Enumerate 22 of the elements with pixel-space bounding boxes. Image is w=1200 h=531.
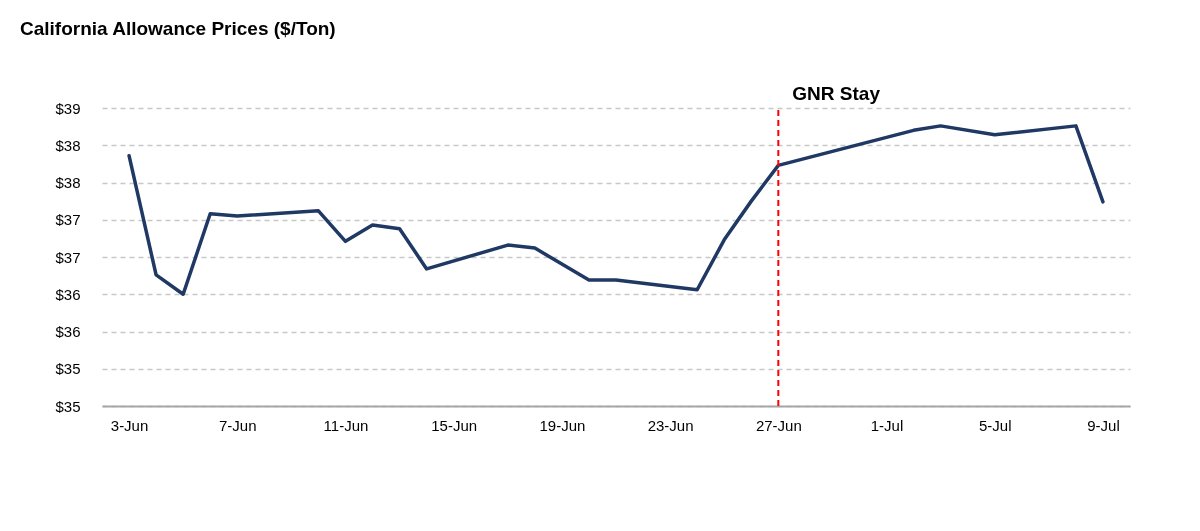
x-tick-label: 3-Jun [110, 416, 149, 434]
x-tick-label: 1-Jul [870, 416, 904, 434]
y-tick-label: $36 [55, 285, 81, 303]
y-tick-label: $37 [55, 211, 81, 229]
x-tick-label: 5-Jul [978, 416, 1012, 434]
chart-title: California Allowance Prices ($/Ton) [20, 18, 336, 39]
x-tick-label: 27-Jun [755, 416, 802, 434]
x-tick-label: 9-Jul [1087, 416, 1120, 434]
y-tick-label: $35 [55, 360, 81, 378]
y-tick-label: $38 [55, 136, 81, 154]
x-tick-label: 7-Jun [219, 416, 257, 434]
y-tick-label: $39 [55, 99, 81, 117]
x-tick-label: 19-Jun [539, 416, 586, 434]
y-tick-label: $38 [55, 174, 81, 191]
y-tick-label: $36 [55, 323, 81, 340]
ref-line-label: GNR Stay [792, 83, 881, 104]
y-tick-label: $37 [55, 248, 81, 266]
x-tick-label: 15-Jun [431, 416, 478, 434]
x-tick-label: 23-Jun [647, 416, 694, 434]
x-tick-label: 11-Jun [323, 416, 369, 434]
y-tick-label: $35 [55, 397, 81, 415]
line-series [127, 124, 1105, 296]
